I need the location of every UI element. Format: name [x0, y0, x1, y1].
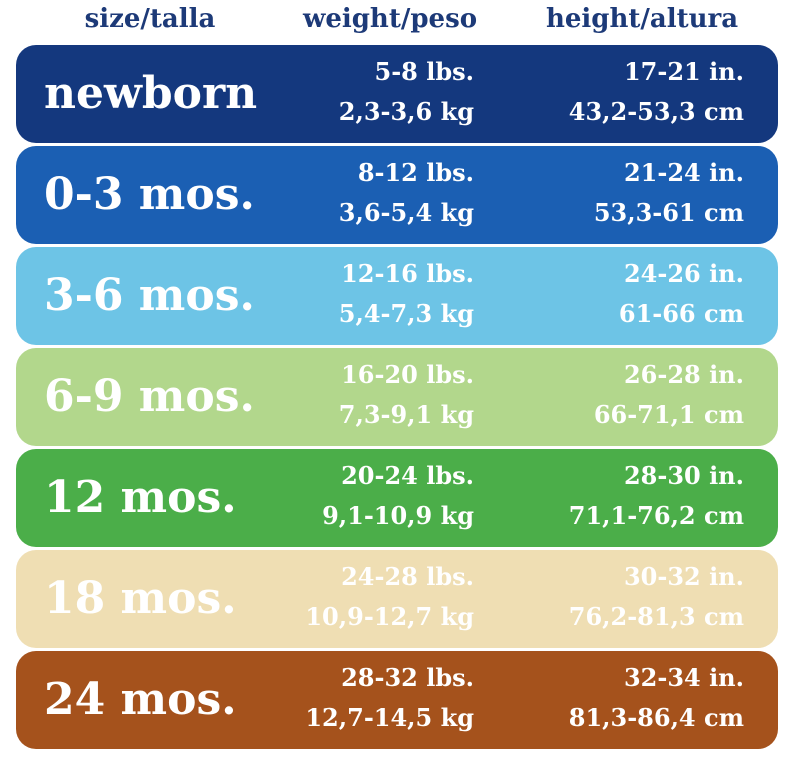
weight-lbs: 16-20 lbs. — [341, 360, 474, 389]
height-in: 30-32 in. — [623, 562, 744, 591]
size-row: 3-6 mos. 12-16 lbs. 5,4-7,3 kg 24-26 in. 61-… — [16, 247, 778, 345]
height-in: 17-21 in. — [623, 57, 744, 86]
height-in: 28-30 in. — [623, 461, 744, 490]
height-cm: 53,3-61 cm — [593, 198, 744, 227]
weight-lbs: 5-8 lbs. — [374, 57, 474, 86]
size-row: 0-3 mos. 8-12 lbs. 3,6-5,4 kg 21-24 in. 53,3… — [16, 146, 778, 244]
size-row: newborn 5-8 lbs. 2,3-3,6 kg 17-21 in. 43,2-5… — [16, 45, 778, 143]
height-cm: 66-71,1 cm — [593, 400, 744, 429]
size-label: 0-3 mos. — [44, 169, 255, 220]
height-cm: 76,2-81,3 cm — [568, 602, 744, 631]
size-label: 3-6 mos. — [44, 270, 255, 321]
size-row: 24 mos. 28-32 lbs. 12,7-14,5 kg 32-34 in. 81… — [16, 651, 778, 749]
weight-kg: 2,3-3,6 kg — [338, 97, 474, 126]
header-height: height/altura — [545, 4, 739, 34]
weight-lbs: 8-12 lbs. — [357, 158, 474, 187]
height-in: 32-34 in. — [623, 663, 744, 692]
weight-kg: 12,7-14,5 kg — [305, 703, 474, 732]
size-label: 24 mos. — [44, 674, 237, 725]
weight-lbs: 28-32 lbs. — [341, 663, 474, 692]
weight-lbs: 24-28 lbs. — [341, 562, 474, 591]
weight-kg: 10,9-12,7 kg — [305, 602, 474, 631]
size-label: newborn — [44, 68, 258, 119]
weight-kg: 7,3-9,1 kg — [338, 400, 474, 429]
weight-kg: 3,6-5,4 kg — [338, 198, 474, 227]
size-row: 18 mos. 24-28 lbs. 10,9-12,7 kg 30-32 in. 76… — [16, 550, 778, 648]
header-size: size/talla — [84, 4, 216, 34]
height-cm: 61-66 cm — [618, 299, 744, 328]
height-cm: 43,2-53,3 cm — [568, 97, 744, 126]
size-row: 12 mos. 20-24 lbs. 9,1-10,9 kg 28-30 in. 71,… — [16, 449, 778, 547]
weight-lbs: 20-24 lbs. — [341, 461, 474, 490]
size-label: 6-9 mos. — [44, 371, 255, 422]
weight-kg: 5,4-7,3 kg — [338, 299, 474, 328]
height-in: 24-26 in. — [623, 259, 744, 288]
size-row: 6-9 mos. 16-20 lbs. 7,3-9,1 kg 26-28 in. 66-… — [16, 348, 778, 446]
height-in: 26-28 in. — [623, 360, 744, 389]
height-in: 21-24 in. — [623, 158, 744, 187]
height-cm: 81,3-86,4 cm — [568, 703, 744, 732]
weight-lbs: 12-16 lbs. — [341, 259, 474, 288]
header-weight: weight/peso — [302, 4, 478, 34]
weight-kg: 9,1-10,9 kg — [322, 501, 474, 530]
size-label: 18 mos. — [44, 573, 237, 624]
size-label: 12 mos. — [44, 472, 237, 523]
height-cm: 71,1-76,2 cm — [568, 501, 744, 530]
